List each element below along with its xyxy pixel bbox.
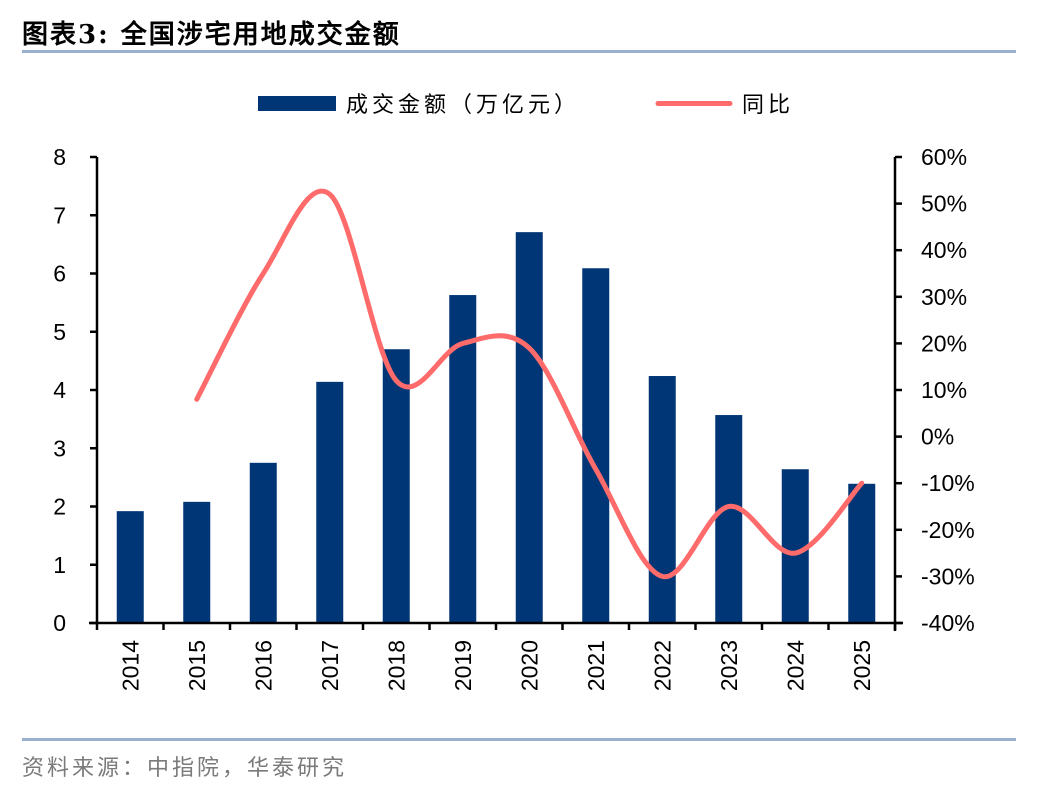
right-tick-label: -20% xyxy=(921,517,975,543)
bar-2020 xyxy=(515,232,543,623)
bar-2021 xyxy=(582,268,610,623)
left-tick-label: 4 xyxy=(53,377,66,403)
chart-title: 图表3: 全国涉宅用地成交金额 xyxy=(22,20,401,50)
x-tick-label: 2022 xyxy=(649,640,675,691)
legend-swatch-bar xyxy=(258,96,336,111)
left-tick-label: 1 xyxy=(53,552,66,578)
bar-2018 xyxy=(382,349,410,623)
bar-2025 xyxy=(848,483,876,623)
bars xyxy=(116,232,876,623)
bar-2016 xyxy=(249,462,277,623)
x-axis-ticks: 2014 2015 2016 2017 2018 2019 2020 2021 2022 2023… xyxy=(95,623,897,691)
right-tick-label: 30% xyxy=(921,284,967,310)
legend-label-bar: 成交金额（万亿元） xyxy=(346,93,580,118)
x-tick-label: 2021 xyxy=(583,640,609,691)
x-tick-label: 2020 xyxy=(516,640,542,691)
bar-2024 xyxy=(781,469,809,623)
right-tick-label: 0% xyxy=(921,424,954,450)
x-tick-label: 2024 xyxy=(782,640,808,691)
right-tick-label: 10% xyxy=(921,377,967,403)
legend: 成交金额（万亿元） 同比 xyxy=(258,93,794,118)
right-tick-label: -10% xyxy=(921,470,975,496)
x-tick-label: 2018 xyxy=(383,640,409,691)
left-tick-label: 3 xyxy=(53,435,66,461)
left-tick-label: 6 xyxy=(53,261,66,287)
right-tick-label: -30% xyxy=(921,563,975,589)
left-tick-label: 2 xyxy=(53,494,66,520)
left-tick-label: 0 xyxy=(53,610,66,636)
right-tick-label: -40% xyxy=(921,610,975,636)
bar-2023 xyxy=(715,415,743,623)
left-tick-label: 5 xyxy=(53,319,66,345)
title-divider xyxy=(22,50,1016,53)
x-tick-label: 2025 xyxy=(849,640,875,691)
right-tick-label: 20% xyxy=(921,330,967,356)
left-axis-ticks: 0 1 2 3 4 5 6 7 8 xyxy=(53,144,97,636)
x-tick-label: 2019 xyxy=(450,640,476,691)
right-axis-ticks: -40% -30% -20% -10% 0% 10% 20% 30% 40% 50% 60% xyxy=(895,144,975,636)
x-tick-label: 2016 xyxy=(250,640,276,691)
bar-2014 xyxy=(116,511,144,623)
left-tick-label: 8 xyxy=(53,144,66,170)
yoy-line xyxy=(194,188,865,579)
bar-2015 xyxy=(183,501,211,623)
x-tick-label: 2023 xyxy=(716,640,742,691)
left-tick-label: 7 xyxy=(53,202,66,228)
legend-label-line: 同比 xyxy=(742,93,794,118)
right-tick-label: 40% xyxy=(921,237,967,263)
source-divider xyxy=(22,738,1016,741)
x-tick-label: 2014 xyxy=(117,640,143,691)
x-tick-label: 2015 xyxy=(184,640,210,691)
right-tick-label: 50% xyxy=(921,191,967,217)
right-tick-label: 60% xyxy=(921,144,967,170)
bar-2022 xyxy=(648,376,676,623)
x-tick-label: 2017 xyxy=(317,640,343,691)
axes xyxy=(89,157,903,631)
bar-2017 xyxy=(316,381,344,623)
yoy-line-group xyxy=(194,188,865,579)
source-note: 资料来源：中指院，华泰研究 xyxy=(22,756,348,781)
